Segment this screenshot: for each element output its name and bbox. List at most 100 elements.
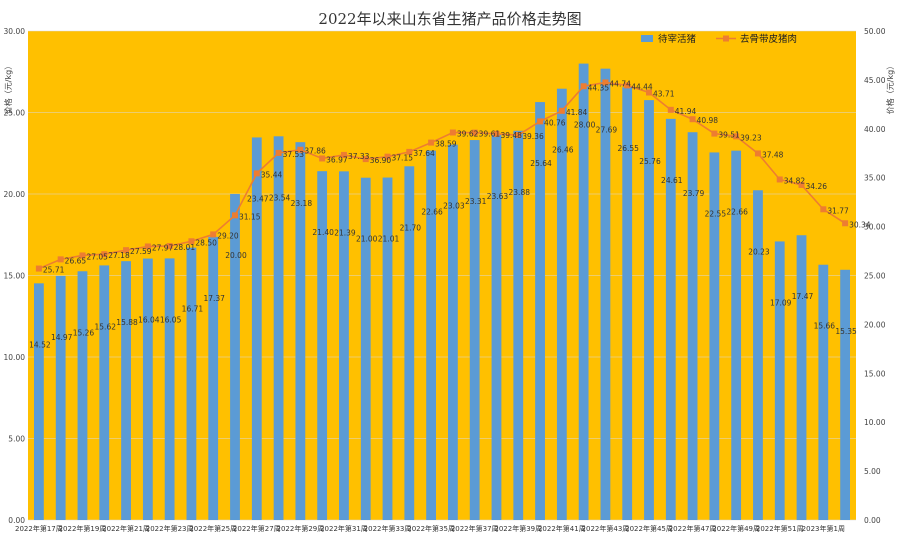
x-tick-label: 2022年第19周 (59, 524, 107, 533)
line-marker (711, 130, 718, 137)
bar-data-label: 16.71 (182, 305, 204, 314)
bar-data-label: 23.63 (487, 192, 509, 201)
line-data-label: 37.15 (392, 154, 414, 163)
bar (491, 134, 502, 520)
line-data-label: 38.59 (435, 140, 457, 149)
bar-data-label: 15.66 (814, 322, 836, 331)
line-marker (537, 118, 544, 125)
line-data-label: 31.15 (239, 212, 261, 221)
bar-data-label: 25.76 (639, 157, 661, 166)
bar-data-label: 28.00 (574, 121, 596, 130)
line-data-label: 37.33 (348, 152, 370, 161)
line-marker (733, 133, 740, 140)
bar-data-label: 15.88 (116, 318, 138, 327)
x-tick-label: 2022年第37周 (451, 524, 499, 533)
bar-data-label: 17.09 (770, 298, 792, 307)
y2-tick-label: 50.00 (864, 27, 886, 36)
right-y-axis-title: 价格（元/kg） (885, 62, 895, 114)
bar (186, 247, 197, 520)
bar (360, 177, 371, 520)
line-data-label: 34.82 (784, 176, 806, 185)
bar-data-label: 24.61 (661, 176, 683, 185)
bar (404, 166, 415, 521)
bar (840, 269, 851, 520)
legend: 待宰活猪 去骨带皮猪肉 (641, 33, 797, 45)
x-tick-label: 2022年第23周 (146, 524, 194, 533)
line-data-label: 26.65 (65, 256, 87, 265)
line-data-label: 31.77 (827, 206, 849, 215)
line-data-label: 39.61 (479, 130, 501, 139)
y-tick-label: 10.00 (4, 353, 26, 362)
line-data-label: 27.18 (108, 251, 130, 260)
line-marker (646, 89, 652, 96)
line-data-label: 36.97 (326, 155, 348, 164)
line-data-label: 27.59 (130, 247, 152, 256)
line-marker (406, 148, 413, 155)
bar (230, 194, 240, 520)
line-marker (493, 130, 500, 137)
line-marker (79, 252, 86, 259)
line-data-label: 39.23 (740, 133, 762, 142)
y2-tick-label: 15.00 (864, 369, 886, 378)
bar (622, 87, 633, 521)
y2-tick-label: 20.00 (864, 320, 886, 329)
bar (556, 88, 567, 521)
series-line (38, 81, 846, 270)
bar-data-label: 23.79 (683, 189, 705, 198)
bar (251, 137, 262, 520)
bar-data-label: 23.03 (443, 202, 465, 211)
line-data-label: 39.51 (718, 131, 740, 140)
line-data-label: 40.98 (697, 116, 719, 125)
bar-data-label: 23.18 (291, 199, 313, 208)
bar (600, 68, 611, 520)
x-tick-label: 2022年第35周 (407, 524, 455, 533)
line-marker (166, 243, 173, 250)
y2-tick-label: 10.00 (864, 418, 886, 427)
bar (121, 261, 131, 520)
bar-data-label: 22.66 (421, 208, 443, 217)
bar-data-label: 21.70 (400, 223, 422, 232)
bar-data-label: 21.40 (312, 228, 334, 237)
y2-tick-label: 5.00 (864, 467, 881, 476)
line-marker (667, 106, 674, 113)
bar (665, 118, 676, 521)
bar-data-label: 17.47 (792, 292, 814, 301)
line-data-label: 37.48 (762, 150, 784, 159)
bar (709, 152, 720, 520)
line-data-label: 41.94 (675, 107, 697, 116)
bar (469, 140, 480, 520)
line-marker (319, 155, 326, 162)
line-marker (144, 243, 151, 250)
chart-title: 2022年以来山东省生猪产品价格走势图 (318, 10, 581, 28)
legend-swatch-pork-marker (723, 35, 729, 42)
x-tick-label: 2022年第45周 (625, 524, 673, 533)
line-data-label: 25.71 (43, 266, 65, 275)
bar-data-label: 21.00 (356, 235, 378, 244)
bar (339, 171, 349, 520)
y2-tick-label: 35.00 (864, 174, 886, 183)
bar (644, 100, 654, 520)
line-marker (253, 170, 260, 177)
bar-data-label: 21.39 (334, 228, 356, 237)
line-marker (624, 82, 631, 89)
bar-data-label: 23.54 (269, 193, 291, 202)
right-y-axis-ticks: 0.00 5.00 10.00 15.00 20.00 25.00 30.00 35.00 40… (864, 27, 886, 525)
bar (208, 236, 219, 520)
y2-tick-label: 25.00 (864, 272, 886, 281)
bar (796, 235, 807, 520)
bar (731, 150, 742, 520)
legend-swatch-live-pig (641, 35, 653, 42)
line-data-label: 39.48 (500, 131, 522, 140)
bar (535, 102, 545, 521)
line-data-label: 41.84 (566, 108, 588, 117)
line-data-label: 37.53 (283, 150, 305, 159)
x-axis-ticks: 2022年第17周2022年第19周2022年第21周2022年第23周2022… (15, 524, 845, 533)
y-tick-label: 15.00 (4, 272, 26, 281)
x-tick-label: 2022年第25周 (189, 524, 237, 533)
line-data-label: 29.20 (217, 231, 239, 240)
x-tick-label: 2022年第29周 (277, 524, 325, 533)
bar (142, 258, 153, 520)
line-marker (123, 247, 130, 254)
